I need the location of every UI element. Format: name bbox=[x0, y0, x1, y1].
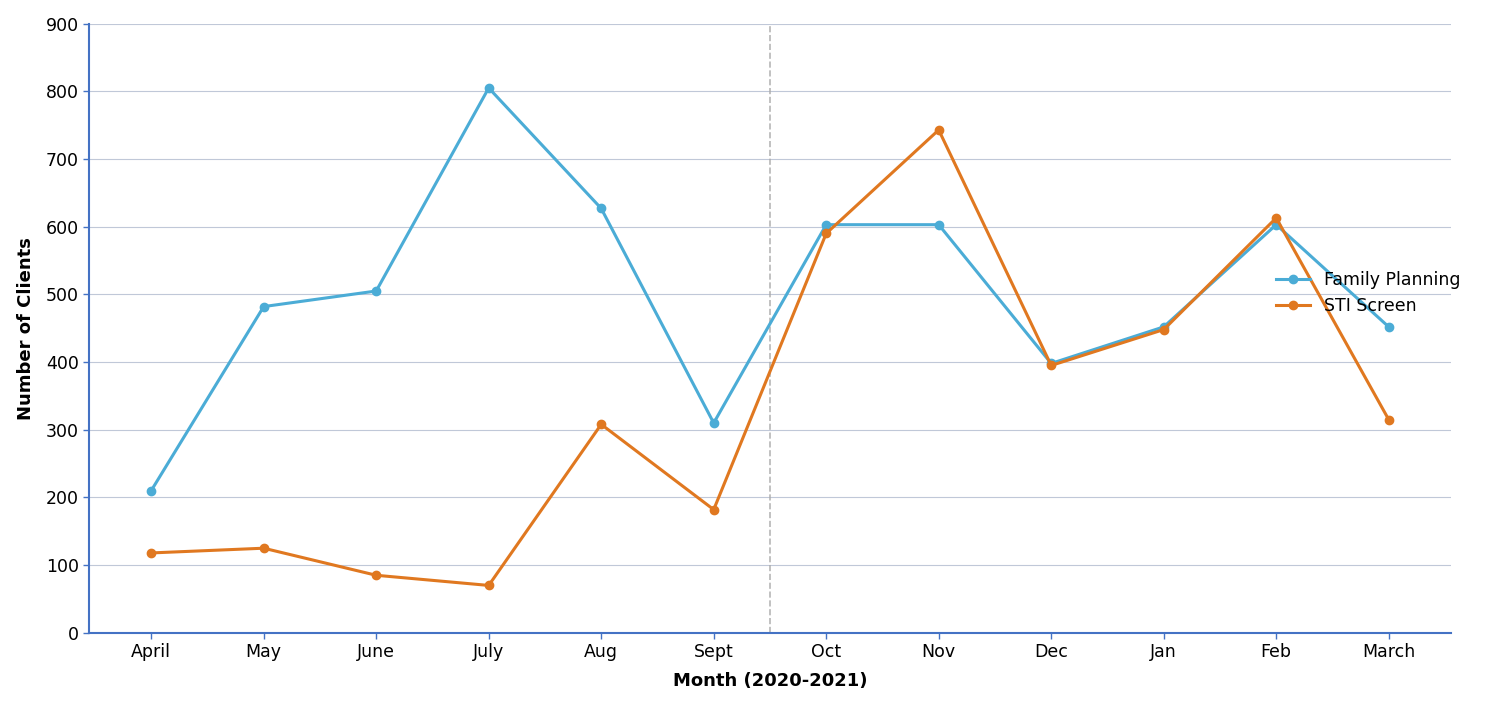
STI Screen bbox=[367, 571, 385, 580]
Family Planning bbox=[1154, 322, 1173, 331]
Family Planning bbox=[704, 419, 722, 427]
Legend: Family Planning, STI Screen: Family Planning, STI Screen bbox=[1269, 264, 1467, 322]
STI Screen bbox=[1043, 361, 1061, 370]
Family Planning bbox=[1380, 322, 1398, 331]
STI Screen bbox=[817, 229, 836, 238]
Family Planning bbox=[255, 303, 273, 311]
Family Planning bbox=[929, 221, 947, 229]
Family Planning bbox=[367, 287, 385, 296]
Line: Family Planning: Family Planning bbox=[147, 84, 1393, 495]
STI Screen bbox=[704, 506, 722, 514]
Y-axis label: Number of Clients: Number of Clients bbox=[17, 237, 35, 420]
STI Screen bbox=[142, 549, 160, 557]
STI Screen bbox=[479, 581, 497, 590]
STI Screen bbox=[255, 544, 273, 552]
STI Screen bbox=[1154, 325, 1173, 334]
Family Planning bbox=[1043, 359, 1061, 368]
Family Planning bbox=[817, 221, 836, 229]
STI Screen bbox=[1380, 416, 1398, 424]
Family Planning bbox=[592, 204, 610, 213]
Family Planning bbox=[142, 486, 160, 495]
Family Planning bbox=[1268, 221, 1286, 229]
Line: STI Screen: STI Screen bbox=[147, 126, 1393, 590]
STI Screen bbox=[929, 126, 947, 134]
X-axis label: Month (2020-2021): Month (2020-2021) bbox=[672, 672, 867, 690]
STI Screen bbox=[1268, 214, 1286, 222]
STI Screen bbox=[592, 420, 610, 428]
Family Planning bbox=[479, 83, 497, 92]
